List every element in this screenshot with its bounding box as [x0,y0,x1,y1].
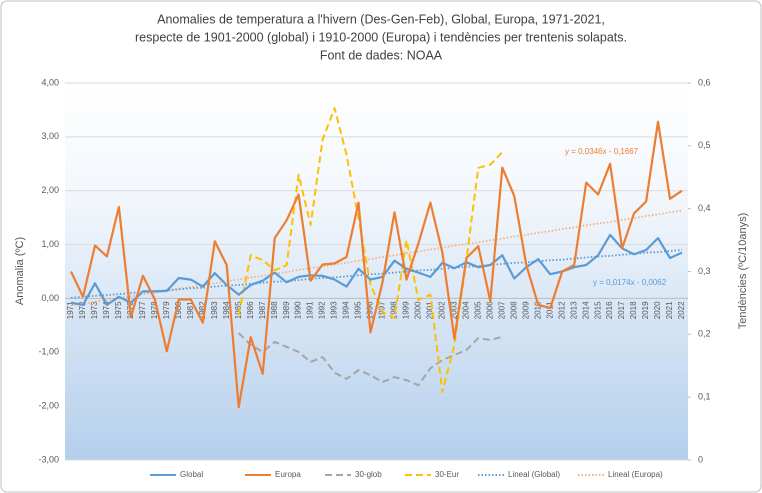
x-tick-label: 1974 [102,301,111,319]
x-tick-label: 1984 [222,301,231,319]
x-tick-label: 1986 [246,301,255,319]
y2-tick-label: 0,2 [698,329,711,339]
y-tick-label: 2,00 [41,185,59,195]
x-tick-label: 2013 [569,301,578,319]
y-tick-label: -1,00 [38,347,59,357]
x-tick-label: 2011 [545,301,554,319]
y2-tick-label: 0,3 [698,266,711,276]
y-tick-label: 0,00 [41,293,59,303]
x-tick-label: 1975 [114,301,123,319]
chart-title: Font de dades: NOAA [320,48,443,62]
x-tick-label: 2007 [497,301,506,319]
x-tick-label: 2022 [677,301,686,319]
x-tick-label: 1980 [174,301,183,319]
x-tick-label: 1987 [258,301,267,319]
x-tick-label: 1995 [354,301,363,319]
y2-tick-label: 0,5 [698,140,711,150]
series-line [70,249,683,299]
x-tick-label: 2021 [665,301,674,319]
legend-label: Lineal (Europa) [608,470,663,479]
x-tick-label: 2009 [521,301,530,319]
x-tick-label: 1978 [150,301,159,319]
x-tick-label: 2001 [426,301,435,319]
x-tick-label: 1988 [270,301,279,319]
y2-tick-label: 0 [698,454,703,464]
x-tick-label: 2014 [581,301,590,319]
x-tick-label: 1996 [366,301,375,319]
y-tick-label: 4,00 [41,77,59,87]
x-tick-label: 1999 [402,301,411,319]
x-tick-label: 2018 [629,301,638,319]
x-tick-label: 1994 [342,301,351,319]
x-tick-label: 2004 [461,301,470,319]
x-tick-label: 2020 [653,301,662,319]
y2-axis-title: Tendències (ºC/10anys) [737,213,749,330]
x-tick-label: 2002 [438,301,447,319]
x-tick-label: 2017 [617,301,626,319]
x-tick-label: 1992 [318,301,327,319]
y-axis-title: Anomalia (ºC) [14,237,26,305]
x-tick-label: 1972 [78,301,87,319]
legend-label: Europa [275,470,301,479]
y-tick-label: -2,00 [38,401,59,411]
x-tick-label: 1982 [198,301,207,319]
x-tick-label: 1973 [90,301,99,319]
x-tick-label: 1983 [210,301,219,319]
series-line [70,233,683,306]
x-tick-label: 2015 [593,301,602,319]
x-tick-label: 2010 [533,301,542,319]
x-tick-label: 2012 [557,301,566,319]
legend-label: 30-Eur [435,470,459,479]
x-tick-label: 1981 [186,301,195,319]
legend-label: Global [180,470,203,479]
x-tick-label: 1989 [282,301,291,319]
x-tick-label: 1979 [162,301,171,319]
x-tick-label: 1993 [330,301,339,319]
plot-area [65,83,688,460]
x-tick-label: 1971 [66,301,75,319]
x-tick-label: 1998 [390,301,399,319]
chart-title: Anomalies de temperatura a l'hivern (Des… [157,12,605,26]
x-tick-label: 1991 [306,301,315,319]
x-tick-label: 1985 [234,301,243,319]
x-tick-label: 2000 [414,301,423,319]
chart-title: respecte de 1901-2000 (global) i 1910-20… [135,30,627,44]
y-tick-label: 1,00 [41,239,59,249]
x-tick-label: 2008 [509,301,518,319]
trend-equation: y = 0,0346x - 0,1667 [565,147,639,156]
x-tick-label: 2005 [473,301,482,319]
y-tick-label: -3,00 [38,454,59,464]
y2-tick-label: 0,1 [698,392,711,402]
legend-label: Lineal (Global) [508,470,560,479]
legend-label: 30-glob [355,470,382,479]
x-tick-label: 1977 [138,301,147,319]
x-tick-label: 1990 [294,301,303,319]
series-line [70,120,683,409]
x-tick-label: 2003 [449,301,458,319]
y2-tick-label: 0,6 [698,77,711,87]
y-tick-label: 3,00 [41,131,59,141]
trend-equation: y = 0,0174x - 0,0062 [593,278,667,287]
series-line [237,332,503,387]
y2-tick-label: 0,4 [698,203,711,213]
x-tick-label: 2006 [485,301,494,319]
x-tick-label: 2016 [605,301,614,319]
x-tick-label: 2019 [641,301,650,319]
